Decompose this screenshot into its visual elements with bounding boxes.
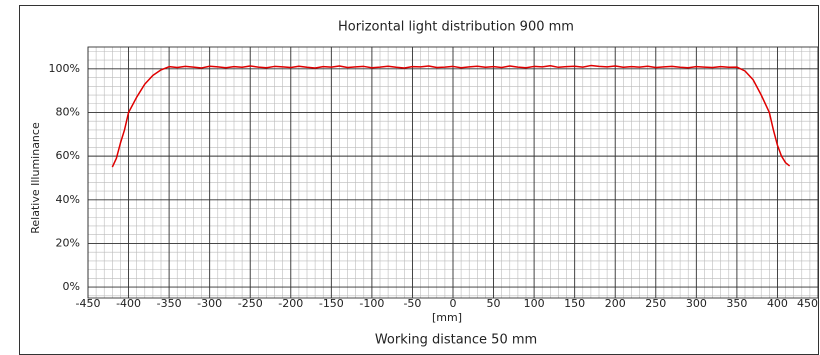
x-tick-label: -200 [278, 297, 303, 310]
plot-border [87, 46, 819, 299]
x-tick-label: 200 [605, 297, 626, 310]
y-axis-label: Relative Illuminance [29, 122, 42, 234]
x-tick-label: 50 [487, 297, 501, 310]
x-tick-label: -50 [403, 297, 421, 310]
x-tick-label: -300 [197, 297, 222, 310]
y-tick-label: 100% [49, 62, 80, 75]
x-tick-label: 250 [645, 297, 666, 310]
x-tick-label: -100 [359, 297, 384, 310]
x-tick-label: -150 [319, 297, 344, 310]
x-tick-label: 0 [450, 297, 457, 310]
subtitle: Working distance 50 mm [375, 333, 537, 348]
x-tick-label: 150 [564, 297, 585, 310]
chart-title: Horizontal light distribution 900 mm [338, 20, 574, 35]
x-tick-label: 300 [686, 297, 707, 310]
x-tick-label: 100 [524, 297, 545, 310]
x-tick-label: -350 [157, 297, 182, 310]
x-tick-label: 400 [767, 297, 788, 310]
x-tick-label: -450 [76, 297, 101, 310]
x-axis-label: [mm] [432, 311, 462, 324]
x-tick-label: 350 [726, 297, 747, 310]
y-tick-label: 60% [56, 149, 80, 162]
y-tick-label: 80% [56, 105, 80, 118]
x-tick-label: -400 [116, 297, 141, 310]
y-tick-label: 0% [63, 280, 80, 293]
y-tick-label: 20% [56, 236, 80, 249]
data-line [111, 64, 791, 168]
x-tick-label: 450 [797, 297, 818, 310]
x-tick-label: -250 [238, 297, 263, 310]
y-tick-label: 40% [56, 193, 80, 206]
